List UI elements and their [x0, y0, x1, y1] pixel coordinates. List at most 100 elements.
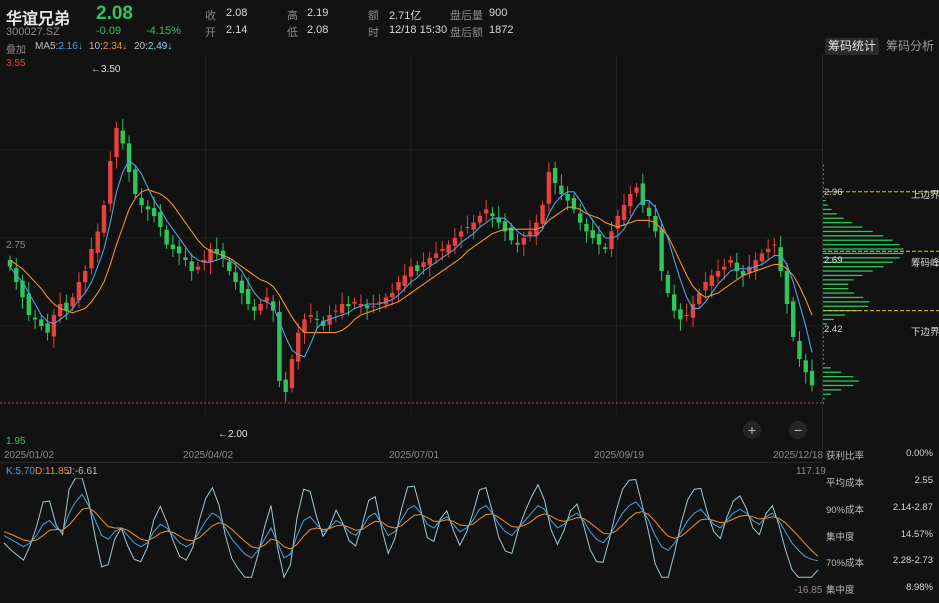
- candle-body: [784, 271, 790, 304]
- candle-body: [490, 213, 495, 216]
- candlestick-chart[interactable]: [0, 54, 822, 450]
- candle-body: [296, 332, 301, 362]
- candle-body: [358, 304, 364, 306]
- candle-body: [665, 274, 671, 293]
- chip-bar: [822, 274, 863, 277]
- candle-body: [540, 205, 545, 224]
- chip-lower-label: 下边界: [911, 327, 939, 338]
- candle-body: [753, 260, 758, 271]
- tab-chip-stats[interactable]: 筹码统计: [825, 38, 880, 55]
- candle-body: [371, 306, 376, 308]
- after-hours-volume-label: 盘后量: [450, 10, 483, 22]
- close-label: 收: [205, 10, 216, 22]
- chip-bar: [822, 195, 825, 197]
- candle-body: [778, 247, 783, 271]
- candle-body: [245, 289, 251, 304]
- chip-lower-value: 2.42: [824, 324, 843, 335]
- chip-bar: [822, 213, 837, 215]
- candle-body: [352, 301, 357, 304]
- amount-label: 额: [368, 10, 379, 22]
- chip-bar: [822, 226, 863, 228]
- candle-body: [383, 297, 389, 305]
- chip-bar: [822, 239, 893, 241]
- candle-body: [101, 205, 107, 233]
- high-value: 2.19: [307, 7, 329, 19]
- candle-body: [565, 194, 570, 201]
- candle-body: [57, 304, 63, 317]
- candle-body: [803, 360, 808, 373]
- stat-label: 集中度: [826, 585, 855, 596]
- chip-bar: [822, 200, 826, 202]
- chip-bar: [822, 371, 842, 373]
- candle-body: [333, 310, 339, 312]
- chip-bar: [822, 222, 853, 224]
- chip-bar: [822, 266, 884, 268]
- low-label: 低: [287, 27, 298, 39]
- candle-body: [659, 228, 664, 271]
- kdj-min-value: -16.85: [794, 585, 823, 596]
- chip-bar: [822, 393, 831, 395]
- candle-body: [446, 244, 451, 253]
- stock-code: 300027.SZ: [6, 26, 60, 38]
- candle-body: [120, 130, 125, 144]
- kdj-j-line: [3, 478, 819, 579]
- candle-body: [202, 260, 207, 263]
- candle-body: [527, 231, 533, 236]
- candle-body: [465, 227, 470, 228]
- candle-body: [421, 262, 426, 268]
- candle-body: [483, 209, 489, 214]
- candle-body: [703, 282, 708, 291]
- date-label: 2025/01/02: [4, 450, 55, 461]
- candle-body: [690, 304, 696, 318]
- candle-body: [233, 272, 238, 282]
- ma5-line: [9, 160, 813, 358]
- price-axis-mid: 2.75: [6, 240, 26, 251]
- overlay-button[interactable]: 叠加: [6, 45, 26, 56]
- candle-body: [70, 297, 75, 307]
- candle-body: [621, 205, 627, 220]
- kdj-d-line: [3, 507, 819, 557]
- candle-body: [76, 282, 82, 301]
- date-label: 2025/04/02: [183, 450, 234, 461]
- candle-body: [302, 319, 307, 333]
- stat-label: 获利比率: [826, 451, 865, 462]
- candle-body: [139, 197, 144, 205]
- zoom-out-button[interactable]: −: [789, 421, 807, 439]
- candle-body: [170, 244, 176, 249]
- candle-body: [252, 306, 257, 311]
- tab-chip-analysis[interactable]: 筹码分析: [886, 39, 935, 53]
- chip-bar: [822, 270, 873, 272]
- price-axis-top: 3.55: [6, 58, 26, 69]
- kdj-j-value: J:-6.61: [67, 466, 98, 477]
- candle-body: [615, 216, 620, 229]
- candle-body: [220, 250, 226, 258]
- candle-body: [39, 319, 44, 326]
- candle-body: [227, 261, 232, 271]
- candle-body: [308, 315, 313, 317]
- candle-body: [364, 305, 370, 309]
- candle-body: [89, 249, 94, 269]
- candle-body: [214, 249, 219, 254]
- open-value: 2.14: [226, 24, 248, 36]
- chip-bar: [822, 230, 873, 233]
- max-price-annotation: ←3.50: [91, 64, 121, 75]
- chip-bar: [822, 305, 868, 307]
- chip-bar: [822, 261, 893, 263]
- chip-bar: [822, 389, 842, 391]
- kdj-d-value: D:11.85: [35, 466, 70, 477]
- price-change-pct: -4.15%: [146, 25, 181, 37]
- candle-body: [521, 238, 526, 245]
- candle-body: [433, 253, 439, 258]
- candle-body: [809, 370, 815, 386]
- chip-bar: [822, 380, 859, 382]
- candle-body: [734, 262, 740, 271]
- candle-body: [408, 266, 414, 277]
- candle-body: [377, 301, 382, 303]
- chip-bar: [822, 314, 846, 316]
- candle-body: [114, 128, 119, 158]
- candle-body: [133, 169, 138, 194]
- candle-body: [709, 275, 714, 286]
- candle-body: [715, 271, 721, 277]
- zoom-in-button[interactable]: +: [743, 421, 761, 439]
- candle-body: [158, 212, 163, 227]
